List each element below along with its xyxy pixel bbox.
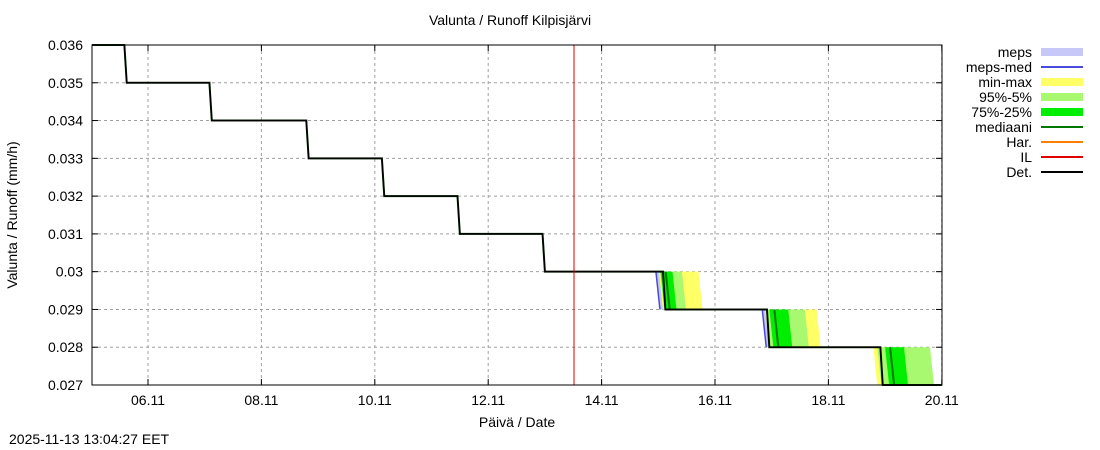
y-tick-label: 0.032 xyxy=(48,188,83,204)
legend-label: Det. xyxy=(1006,164,1032,180)
legend: mepsmeps-medmin-max95%-5%75%-25%mediaani… xyxy=(966,44,1083,180)
y-axis-ticks: 0.036 0.035 0.034 0.033 0.032 0.031 0.03 0.029 0… xyxy=(48,37,942,393)
legend-label: Har. xyxy=(1006,134,1032,150)
y-tick-label: 0.035 xyxy=(48,75,83,91)
forecast-lines xyxy=(92,44,942,386)
median-line xyxy=(889,347,896,386)
legend-label: 95%-5% xyxy=(979,89,1032,105)
legend-label: IL xyxy=(1020,149,1032,165)
x-tick-label: 08.11 xyxy=(244,392,278,408)
x-tick-label: 16.11 xyxy=(698,392,732,408)
x-axis-label: Päivä / Date xyxy=(479,414,555,430)
chart-title: Valunta / Runoff Kilpisjärvi xyxy=(428,12,592,28)
y-axis-label: Valunta / Runoff (mm/h) xyxy=(4,141,20,288)
y-tick-label: 0.034 xyxy=(48,113,83,129)
ensemble-band xyxy=(769,309,793,348)
legend-label: mediaani xyxy=(975,119,1032,135)
generated-timestamp: 2025-11-13 13:04:27 EET xyxy=(9,431,170,447)
y-tick-label: 0.03 xyxy=(56,264,83,280)
x-tick-label: 20.11 xyxy=(925,392,959,408)
legend-label: min-max xyxy=(978,74,1032,90)
legend-label: meps xyxy=(998,44,1032,60)
y-tick-label: 0.036 xyxy=(48,37,83,53)
ensemble-bands xyxy=(655,271,934,386)
y-tick-label: 0.031 xyxy=(48,226,83,242)
legend-label: meps-med xyxy=(966,59,1032,75)
meps-med-line xyxy=(655,271,661,310)
det-line xyxy=(92,44,942,386)
y-tick-label: 0.029 xyxy=(48,301,83,317)
legend-swatch xyxy=(1041,48,1083,56)
ensemble-band xyxy=(885,347,908,385)
x-tick-label: 10.11 xyxy=(358,392,392,408)
legend-swatch xyxy=(1041,108,1083,116)
x-axis-ticks: 06.11 08.11 10.11 12.11 14.11 16.11 18.11 20.11 xyxy=(131,45,959,408)
y-tick-label: 0.033 xyxy=(48,150,83,166)
x-tick-label: 12.11 xyxy=(471,392,505,408)
legend-swatch xyxy=(1041,93,1083,101)
legend-swatch xyxy=(1041,78,1083,86)
x-tick-label: 14.11 xyxy=(585,392,619,408)
y-tick-label: 0.027 xyxy=(48,377,83,393)
legend-label: 75%-25% xyxy=(971,104,1032,120)
plot-frame xyxy=(91,44,943,386)
meps-med-line xyxy=(761,309,767,348)
y-tick-label: 0.028 xyxy=(48,339,83,355)
median-line xyxy=(664,271,671,310)
x-tick-label: 18.11 xyxy=(811,392,845,408)
x-tick-label: 06.11 xyxy=(131,392,165,408)
median-line xyxy=(773,309,780,348)
